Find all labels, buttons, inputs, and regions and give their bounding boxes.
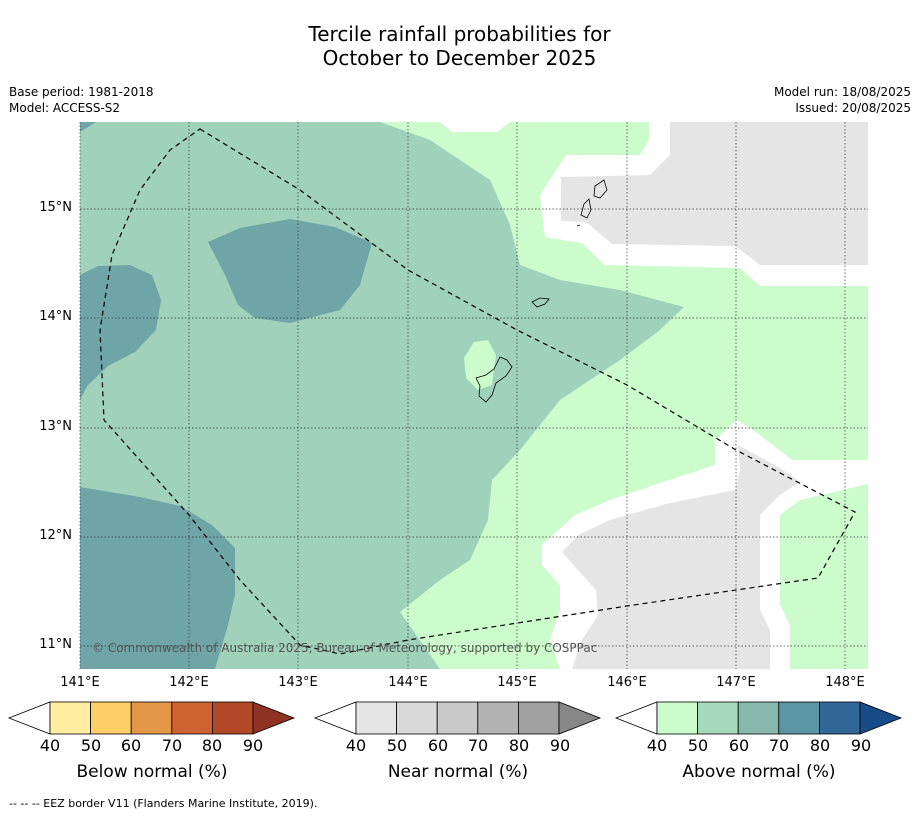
cb-above-tick-40: 40 xyxy=(646,736,668,755)
lon-label-146: 146°E xyxy=(607,675,647,690)
cb-near-segment-3 xyxy=(436,701,479,735)
cb-above-segment-5 xyxy=(819,701,861,735)
cb-near-tick-80: 80 xyxy=(508,736,530,755)
guam-outline xyxy=(475,356,513,403)
near-normal-40-northeast xyxy=(561,122,868,265)
title-line-2: October to December 2025 xyxy=(322,46,597,70)
cb-below-segment-2 xyxy=(90,701,132,735)
above-normal-60-central-patch xyxy=(208,219,372,323)
cb-below-tick-60: 60 xyxy=(120,736,142,755)
cb-above-tick-90: 90 xyxy=(850,736,872,755)
cb-below-tick-90: 90 xyxy=(242,736,264,755)
above-normal-60-southwest-patch xyxy=(80,487,235,669)
cb-near-label: Near normal (%) xyxy=(387,762,529,782)
cb-below-label: Below normal (%) xyxy=(76,762,228,782)
lat-label-11: 11°N xyxy=(39,637,72,652)
cb-near-tick-70: 70 xyxy=(467,736,489,755)
cb-below-tick-50: 50 xyxy=(80,736,102,755)
issued-date: Issued: 20/08/2025 xyxy=(795,101,911,115)
cb-below-segment-1 xyxy=(49,701,91,735)
near-normal-40-southeast xyxy=(562,445,800,669)
colorbars xyxy=(7,701,903,735)
cb-above-label: Above normal (%) xyxy=(682,762,836,782)
cb-above-segment-2 xyxy=(697,701,739,735)
cb-below-extend-low xyxy=(7,701,51,735)
lon-label-141: 141°E xyxy=(60,675,100,690)
white-margin-north xyxy=(440,122,510,132)
copyright-notice: © Commonwealth of Australia 2025, Bureau… xyxy=(92,641,598,655)
lon-label-143: 143°E xyxy=(278,675,318,690)
cb-near-extend-low xyxy=(313,701,357,735)
cb-below-segment-4 xyxy=(171,701,213,735)
lat-label-14: 14°N xyxy=(39,309,72,324)
cb-near-segment-1 xyxy=(355,701,397,735)
cb-below-tick-80: 80 xyxy=(201,736,223,755)
cb-near-segment-2 xyxy=(396,701,438,735)
lon-label-142: 142°E xyxy=(169,675,209,690)
above-normal-60-corner-patch xyxy=(80,122,96,132)
cb-below-extend-high xyxy=(252,701,296,735)
map-shading xyxy=(80,122,868,669)
cb-near-segment-5 xyxy=(518,701,560,735)
base-period: Base period: 1981-2018 xyxy=(9,85,154,99)
lat-label-12: 12°N xyxy=(39,528,72,543)
above-normal-40-island-patch xyxy=(464,340,496,390)
cb-above-segment-1 xyxy=(656,701,698,735)
aguijan-outline xyxy=(576,224,581,227)
gridlines xyxy=(79,122,868,669)
cb-above-tick-80: 80 xyxy=(809,736,831,755)
model-run: Model run: 18/08/2025 xyxy=(773,85,911,99)
cb-below-segment-3 xyxy=(130,701,173,735)
model-name: Model: ACCESS-S2 xyxy=(9,101,121,115)
cb-near-segment-4 xyxy=(477,701,519,735)
lon-label-148: 148°E xyxy=(825,675,865,690)
title-line-1: Tercile rainfall probabilities for xyxy=(308,22,611,46)
tinian-outline xyxy=(580,198,592,219)
lon-label-147: 147°E xyxy=(716,675,756,690)
cb-below-tick-70: 70 xyxy=(161,736,183,755)
rota-outline xyxy=(531,297,550,308)
cb-above-tick-60: 60 xyxy=(728,736,750,755)
cb-below-tick-40: 40 xyxy=(39,736,61,755)
cb-above-extend-high xyxy=(859,701,903,735)
cb-above-tick-70: 70 xyxy=(768,736,790,755)
eez-border xyxy=(99,128,856,655)
cb-above-segment-3 xyxy=(737,701,780,735)
cb-above-extend-low xyxy=(614,701,658,735)
meta-left: Base period: 1981-2018 Model: ACCESS-S2 xyxy=(9,84,154,116)
cb-near-tick-50: 50 xyxy=(386,736,408,755)
cb-near-tick-40: 40 xyxy=(345,736,367,755)
lat-label-15: 15°N xyxy=(39,200,72,215)
cb-near-extend-high xyxy=(558,701,602,735)
saipan-outline xyxy=(593,179,608,199)
lat-label-13: 13°N xyxy=(39,419,72,434)
eez-footnote: -- -- -- EEZ border V11 (Flanders Marine… xyxy=(9,797,318,810)
above-normal-60-west-patch xyxy=(80,265,161,400)
cb-below-segment-5 xyxy=(211,701,254,735)
cb-near-tick-60: 60 xyxy=(427,736,449,755)
cb-near-tick-90: 90 xyxy=(549,736,571,755)
meta-right: Model run: 18/08/2025 Issued: 20/08/2025 xyxy=(774,84,911,116)
island-outlines xyxy=(475,179,608,403)
cb-above-segment-4 xyxy=(778,701,820,735)
cb-above-tick-50: 50 xyxy=(687,736,709,755)
lon-label-144: 144°E xyxy=(388,675,428,690)
chart-title: Tercile rainfall probabilities for Octob… xyxy=(0,22,919,70)
lon-label-145: 145°E xyxy=(497,675,537,690)
